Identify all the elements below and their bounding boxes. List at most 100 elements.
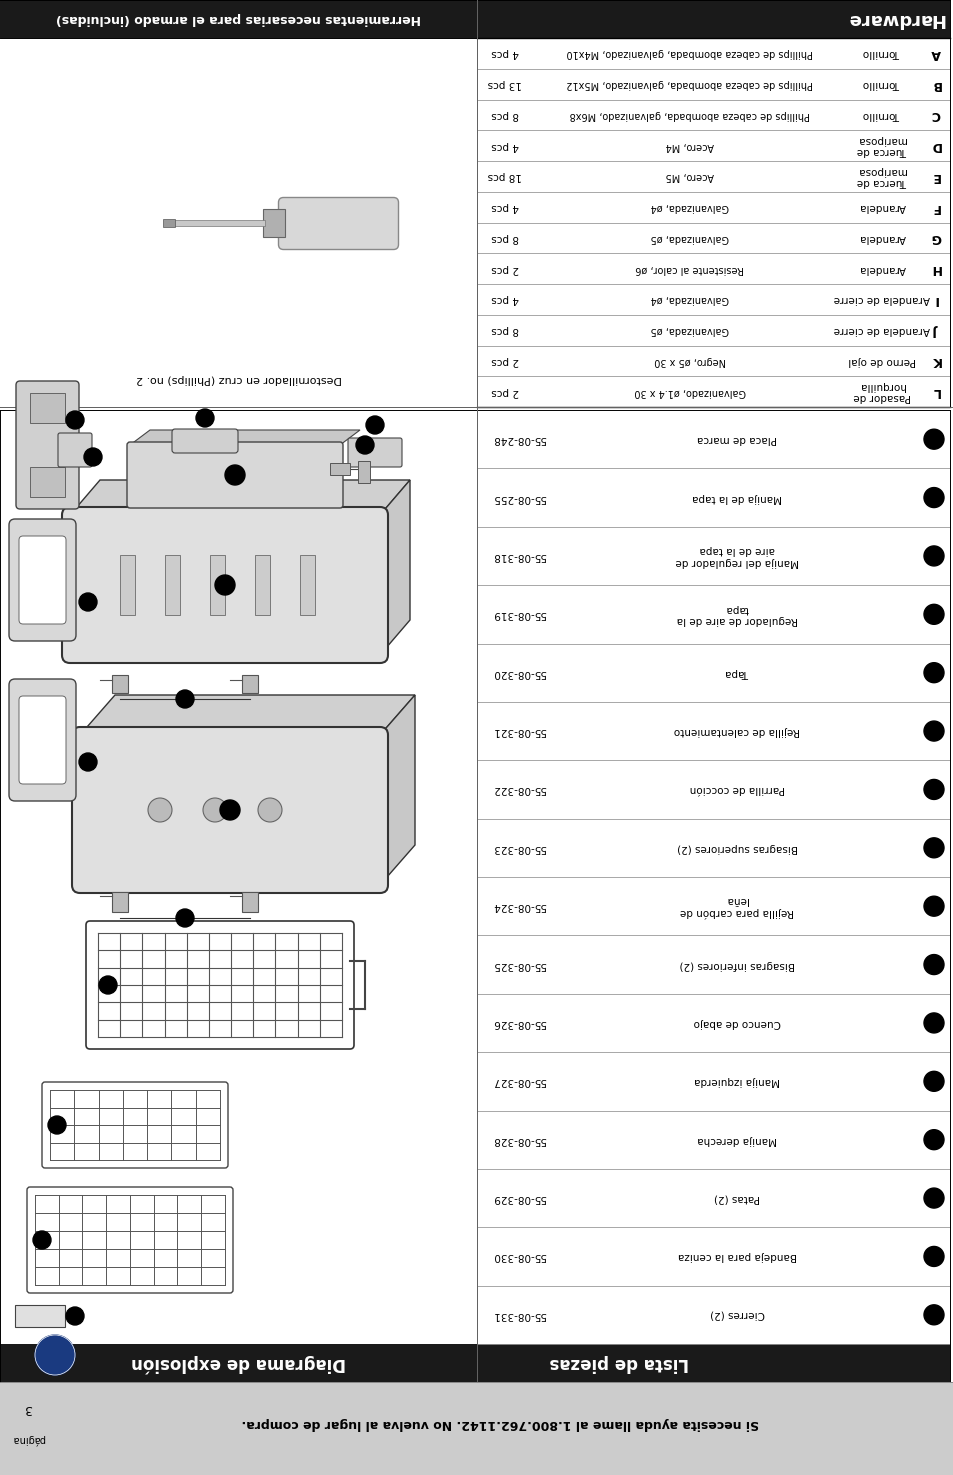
Text: Phillips de cabeza abombada, galvanizado, M5x12: Phillips de cabeza abombada, galvanizado… — [566, 80, 812, 88]
Text: 55-08-329: 55-08-329 — [492, 1193, 545, 1204]
Text: 13: 13 — [926, 1136, 940, 1145]
Text: 13 pcs: 13 pcs — [487, 80, 521, 88]
Text: G: G — [930, 232, 941, 245]
Text: 16: 16 — [926, 1310, 940, 1319]
Text: Tapa: Tapa — [724, 668, 748, 677]
Circle shape — [257, 798, 282, 822]
Bar — [0, 0, 476, 38]
Bar — [173, 220, 265, 226]
FancyBboxPatch shape — [71, 727, 388, 892]
FancyBboxPatch shape — [278, 198, 398, 249]
Text: Tornillo: Tornillo — [862, 109, 900, 119]
Circle shape — [923, 1246, 943, 1267]
Bar — [210, 555, 225, 615]
Text: Acero, M4: Acero, M4 — [665, 140, 713, 150]
Text: Herramientas necesarias para el armado (incluidas): Herramientas necesarias para el armado (… — [56, 12, 420, 25]
Circle shape — [923, 1130, 943, 1149]
Circle shape — [66, 412, 84, 429]
Polygon shape — [379, 695, 415, 885]
Text: Parrilla de cocción: Parrilla de cocción — [689, 785, 784, 795]
FancyBboxPatch shape — [62, 507, 388, 662]
FancyBboxPatch shape — [127, 442, 343, 507]
Text: F: F — [931, 201, 940, 214]
Text: Galvanizada, ø4: Galvanizada, ø4 — [650, 295, 728, 304]
Text: Diagrama de explosión: Diagrama de explosión — [131, 1354, 346, 1372]
Text: Tornillo: Tornillo — [862, 80, 900, 88]
FancyBboxPatch shape — [58, 434, 91, 468]
Circle shape — [923, 605, 943, 624]
Circle shape — [923, 1071, 943, 1092]
Text: 55-08-326: 55-08-326 — [492, 1018, 545, 1028]
Text: 4: 4 — [372, 420, 377, 429]
FancyBboxPatch shape — [172, 429, 237, 453]
Text: 55-08-330: 55-08-330 — [492, 1251, 545, 1261]
Text: Perno de ojal: Perno de ojal — [847, 355, 915, 366]
Bar — [330, 463, 350, 475]
Bar — [242, 676, 257, 693]
Bar — [112, 892, 128, 912]
Bar — [242, 892, 257, 912]
Text: Manija izquierda: Manija izquierda — [694, 1077, 780, 1086]
Text: 15: 15 — [229, 471, 240, 479]
Text: 4 pcs: 4 pcs — [491, 140, 518, 150]
Text: Manija de la tapa: Manija de la tapa — [692, 493, 781, 503]
Text: 2: 2 — [202, 413, 208, 422]
Text: 15: 15 — [926, 1252, 940, 1261]
Text: 55-08-327: 55-08-327 — [492, 1077, 545, 1086]
Text: Pasador de
horquilla: Pasador de horquilla — [852, 381, 910, 403]
Text: 7: 7 — [105, 981, 111, 990]
Text: 4 pcs: 4 pcs — [491, 49, 518, 59]
Text: Arandela de cierre: Arandela de cierre — [833, 295, 929, 304]
Text: 8 pcs: 8 pcs — [491, 109, 518, 119]
Circle shape — [923, 838, 943, 858]
Polygon shape — [130, 431, 359, 445]
Text: 55-08-328: 55-08-328 — [492, 1134, 545, 1145]
Text: Lista de piezas: Lista de piezas — [549, 1354, 688, 1372]
Text: Galvanizado, ø1.4 x 30: Galvanizado, ø1.4 x 30 — [634, 386, 745, 397]
Text: I: I — [933, 294, 937, 305]
Text: 55-08-322: 55-08-322 — [492, 785, 545, 795]
Text: Phillips de cabeza abombada, galvanizado, M6x8: Phillips de cabeza abombada, galvanizado… — [569, 109, 809, 119]
FancyBboxPatch shape — [27, 1187, 233, 1294]
Text: Phillips de cabeza abombada, galvanizado, M4x10: Phillips de cabeza abombada, galvanizado… — [566, 49, 812, 59]
Bar — [165, 555, 180, 615]
Text: Tornillo: Tornillo — [862, 49, 900, 59]
Text: 2 pcs: 2 pcs — [491, 355, 518, 366]
Bar — [263, 208, 285, 236]
Text: 55-08-255: 55-08-255 — [492, 493, 545, 503]
Text: página: página — [11, 1434, 45, 1446]
Bar — [476, 0, 949, 38]
Text: 5: 5 — [930, 668, 936, 677]
Text: 11: 11 — [224, 805, 235, 814]
Circle shape — [48, 1117, 66, 1134]
Bar — [476, 1344, 949, 1382]
Text: Cuenco de abajo: Cuenco de abajo — [693, 1018, 780, 1028]
Text: 4 pcs: 4 pcs — [491, 202, 518, 212]
Circle shape — [225, 465, 245, 485]
Text: Blue: Blue — [46, 1347, 64, 1353]
Text: Rhino: Rhino — [45, 1357, 65, 1361]
Bar — [15, 1305, 65, 1328]
Bar — [0, 410, 476, 1344]
Text: 2 pcs: 2 pcs — [491, 386, 518, 397]
Text: 6: 6 — [54, 1121, 60, 1130]
Polygon shape — [80, 695, 415, 735]
Bar — [163, 218, 175, 227]
FancyBboxPatch shape — [19, 696, 66, 785]
Text: Bandeja para la ceniza: Bandeja para la ceniza — [677, 1251, 796, 1261]
Text: Galvanizada, ø4: Galvanizada, ø4 — [650, 202, 728, 212]
Text: Cierres (2): Cierres (2) — [709, 1310, 763, 1320]
Bar — [120, 555, 135, 615]
Text: 8 pcs: 8 pcs — [491, 233, 518, 243]
Circle shape — [923, 1187, 943, 1208]
Text: K: K — [930, 354, 940, 367]
Text: Arandela: Arandela — [858, 233, 904, 243]
Text: 3: 3 — [24, 1401, 31, 1415]
Text: 7: 7 — [930, 785, 936, 794]
FancyBboxPatch shape — [9, 519, 76, 642]
Circle shape — [84, 448, 102, 466]
Text: Si necesita ayuda llame al 1.800.762.1142. No vuelva al lugar de compra.: Si necesita ayuda llame al 1.800.762.114… — [241, 1417, 758, 1431]
Text: Regulador de aire de la
tapa: Regulador de aire de la tapa — [676, 603, 797, 625]
Circle shape — [923, 429, 943, 450]
Text: Rejilla para carbón de
leña: Rejilla para carbón de leña — [679, 895, 793, 917]
